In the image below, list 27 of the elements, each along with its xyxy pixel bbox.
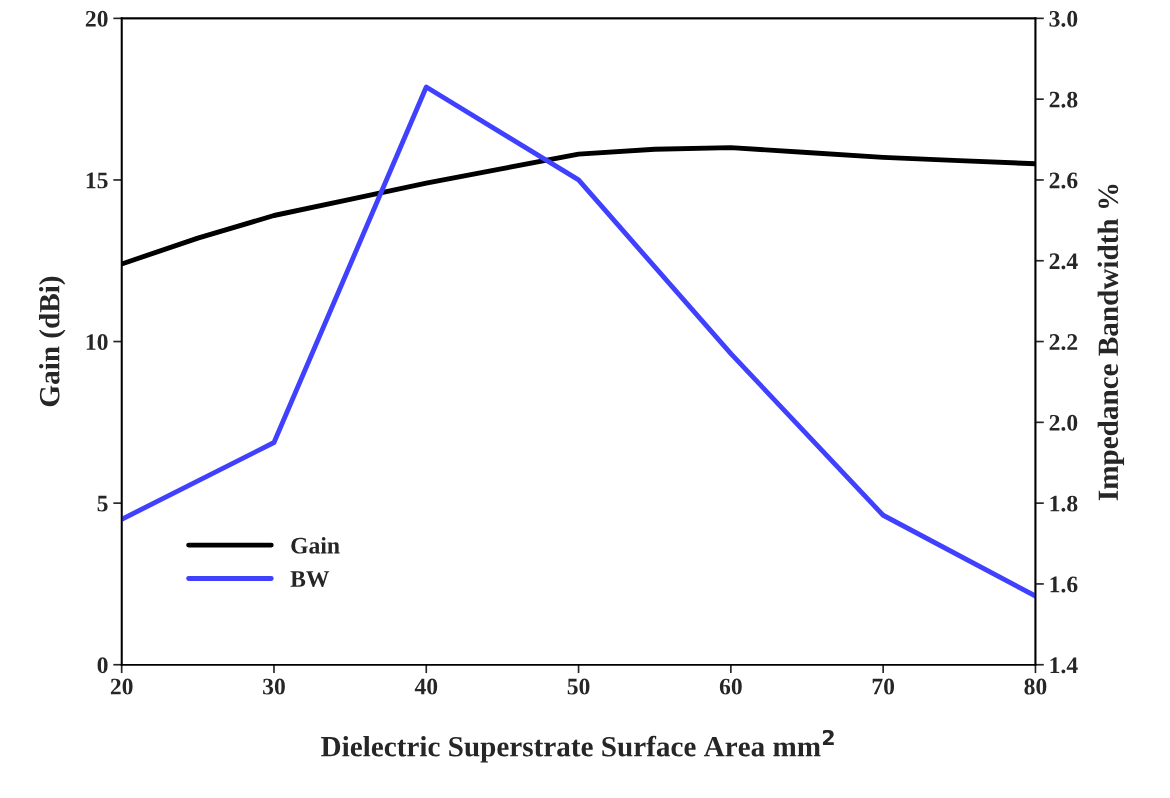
y2-tick-label: 2.4 bbox=[1049, 253, 1078, 270]
x-tick-label: 70 bbox=[872, 678, 895, 695]
y2-tick-label: 2.8 bbox=[1049, 91, 1078, 108]
y-tick-label: 0 bbox=[97, 657, 108, 674]
x-tick-label: 20 bbox=[110, 678, 133, 695]
y2-tick-label: 1.8 bbox=[1050, 495, 1078, 512]
x-tick-label: 40 bbox=[414, 678, 438, 695]
x-tick-label: 60 bbox=[719, 678, 742, 695]
y2-tick-label: 2.6 bbox=[1049, 172, 1078, 189]
x-axis-title: Dielectric Superstrate Surface Area mm$^{2}$ bbox=[321, 729, 834, 763]
y2-axis-title: Impedance Bandwidth % bbox=[1097, 184, 1125, 501]
y2-tick-label: 3.0 bbox=[1049, 10, 1078, 27]
y2-tick-label: 1.4 bbox=[1050, 657, 1078, 674]
y-tick-label: 20 bbox=[85, 10, 108, 27]
y-tick-label: 15 bbox=[86, 172, 108, 189]
y-tick-label: 10 bbox=[86, 334, 108, 350]
line-series bbox=[121, 84, 1036, 599]
y-axis-title: Gain (dBi) bbox=[38, 276, 66, 407]
y2-tick-label: 2.0 bbox=[1049, 414, 1078, 431]
legend-label: Gain bbox=[291, 537, 340, 554]
y2-tick-label: 1.6 bbox=[1050, 576, 1078, 593]
y-tick-label: 5 bbox=[97, 495, 108, 512]
x-tick-label: 30 bbox=[263, 678, 285, 695]
y2-tick-label: 2.2 bbox=[1049, 334, 1078, 351]
x-tick-label: 80 bbox=[1024, 678, 1047, 695]
legend-label: BW bbox=[290, 571, 330, 588]
x-tick-label: 50 bbox=[567, 678, 590, 695]
